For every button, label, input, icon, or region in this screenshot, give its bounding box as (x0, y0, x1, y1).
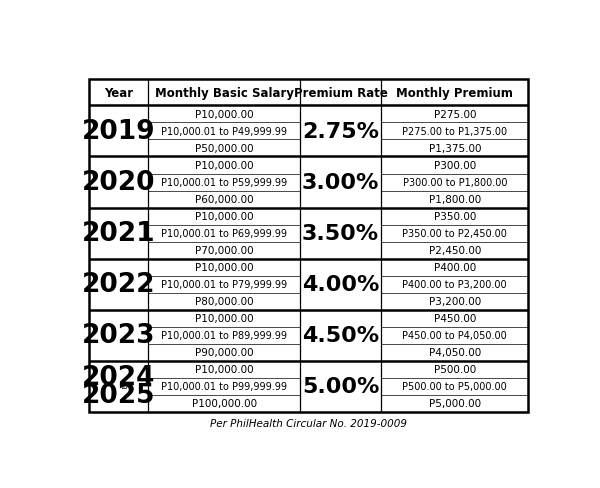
Text: P275.00: P275.00 (434, 110, 476, 120)
Text: P10,000.00: P10,000.00 (195, 110, 253, 120)
Text: 2024: 2024 (82, 365, 155, 390)
Text: P500.00: P500.00 (434, 365, 476, 375)
Text: Premium Rate: Premium Rate (293, 87, 388, 100)
Text: P60,000.00: P60,000.00 (195, 195, 253, 204)
Text: P300.00: P300.00 (434, 161, 476, 171)
Text: P2,450.00: P2,450.00 (428, 245, 481, 256)
Text: P1,800.00: P1,800.00 (428, 195, 481, 204)
Text: P3,200.00: P3,200.00 (428, 297, 481, 306)
Text: P100,000.00: P100,000.00 (191, 399, 257, 408)
Text: 3.00%: 3.00% (302, 173, 379, 193)
Text: P300.00 to P1,800.00: P300.00 to P1,800.00 (403, 178, 507, 188)
Text: P400.00 to P3,200.00: P400.00 to P3,200.00 (403, 280, 507, 289)
Text: P10,000.01 to P69,999.99: P10,000.01 to P69,999.99 (161, 229, 287, 239)
Text: 4.00%: 4.00% (302, 275, 379, 295)
Text: P10,000.01 to P89,999.99: P10,000.01 to P89,999.99 (161, 330, 287, 341)
Text: P4,050.00: P4,050.00 (428, 347, 481, 358)
Text: 2022: 2022 (82, 272, 155, 298)
Text: P90,000.00: P90,000.00 (195, 347, 253, 358)
Text: P10,000.01 to P49,999.99: P10,000.01 to P49,999.99 (161, 127, 287, 137)
Text: P10,000.00: P10,000.00 (195, 212, 253, 222)
Bar (89, 80, 529, 412)
Text: 2025: 2025 (82, 383, 155, 408)
Text: Monthly Basic Salary: Monthly Basic Salary (155, 87, 293, 100)
Text: P10,000.00: P10,000.00 (195, 161, 253, 171)
Text: Monthly Premium: Monthly Premium (397, 87, 513, 100)
Text: P5,000.00: P5,000.00 (429, 399, 481, 408)
Text: Year: Year (104, 87, 133, 100)
Text: Per PhilHealth Circular No. 2019-0009: Per PhilHealth Circular No. 2019-0009 (210, 419, 407, 428)
Text: 2021: 2021 (82, 221, 155, 246)
Text: P10,000.00: P10,000.00 (195, 365, 253, 375)
Text: 2023: 2023 (82, 323, 155, 348)
Text: P70,000.00: P70,000.00 (195, 245, 253, 256)
Text: 2020: 2020 (82, 170, 155, 196)
Text: P50,000.00: P50,000.00 (195, 143, 253, 154)
Text: P80,000.00: P80,000.00 (195, 297, 253, 306)
Text: P10,000.01 to P99,999.99: P10,000.01 to P99,999.99 (161, 382, 287, 391)
Text: P1,375.00: P1,375.00 (428, 143, 481, 154)
Text: 3.50%: 3.50% (302, 224, 379, 244)
Text: P10,000.01 to P59,999.99: P10,000.01 to P59,999.99 (161, 178, 287, 188)
Text: to: to (121, 381, 128, 390)
Text: P10,000.00: P10,000.00 (195, 263, 253, 273)
Text: P350.00: P350.00 (434, 212, 476, 222)
Text: 5.00%: 5.00% (302, 377, 379, 397)
Text: P500.00 to P5,000.00: P500.00 to P5,000.00 (403, 382, 507, 391)
Text: P350.00 to P2,450.00: P350.00 to P2,450.00 (403, 229, 507, 239)
Text: P450.00 to P4,050.00: P450.00 to P4,050.00 (403, 330, 507, 341)
Text: 4.50%: 4.50% (302, 325, 379, 346)
Text: P275.00 to P1,375.00: P275.00 to P1,375.00 (402, 127, 508, 137)
Text: 2019: 2019 (82, 119, 155, 144)
Text: P10,000.01 to P79,999.99: P10,000.01 to P79,999.99 (161, 280, 287, 289)
Text: P450.00: P450.00 (434, 314, 476, 324)
Text: P10,000.00: P10,000.00 (195, 314, 253, 324)
Text: P400.00: P400.00 (434, 263, 476, 273)
Text: 2.75%: 2.75% (302, 122, 379, 142)
